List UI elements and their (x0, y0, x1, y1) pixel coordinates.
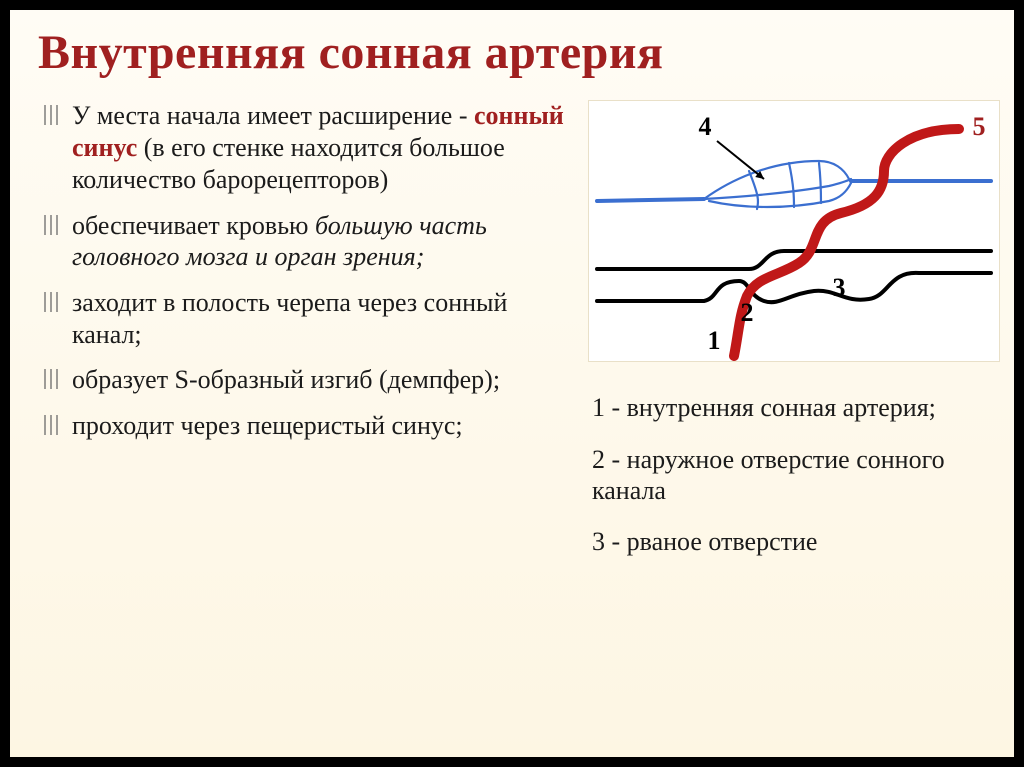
artery-diagram: 12 3 4 5 (588, 100, 1000, 362)
bullet-1-pre: У места начала имеет расширение - (72, 101, 474, 130)
legend-3: 3 - рваное отверстие (592, 526, 1000, 557)
legend-1: 1 - внутренняя сонная артерия; (592, 392, 1000, 423)
bullet-5: проходит через пещеристый синус; (38, 410, 578, 442)
bullet-4: образует S-образный изгиб (демпфер); (38, 364, 578, 396)
legend-2: 2 - наружное отверстие сонного канала (592, 444, 1000, 506)
bullet-3: заходит в полость черепа через сонный ка… (38, 287, 578, 350)
slide-body: У места начала имеет расширение - сонный… (38, 100, 986, 577)
bullet-1-post: (в его стенке находится большое количест… (72, 133, 505, 194)
bullet-2-pre: обеспечивает кровью (72, 211, 315, 240)
bullet-2: обеспечивает кровью большую часть головн… (38, 210, 578, 273)
slide-title: Внутренняя сонная артерия (38, 28, 986, 78)
svg-text:4: 4 (699, 112, 712, 141)
svg-text:3: 3 (833, 273, 846, 302)
svg-text:1: 1 (708, 326, 721, 355)
bullet-list: У места начала имеет расширение - сонный… (38, 100, 578, 441)
bullet-1: У места начала имеет расширение - сонный… (38, 100, 578, 195)
diagram-legend: 1 - внутренняя сонная артерия; 2 - наруж… (588, 392, 1000, 577)
svg-text:2: 2 (741, 298, 754, 327)
svg-text:5: 5 (973, 112, 986, 141)
text-column: У места начала имеет расширение - сонный… (38, 100, 588, 455)
figure-column: 12 3 4 5 1 - внутренняя сонная артерия; 2 -… (588, 100, 1000, 577)
